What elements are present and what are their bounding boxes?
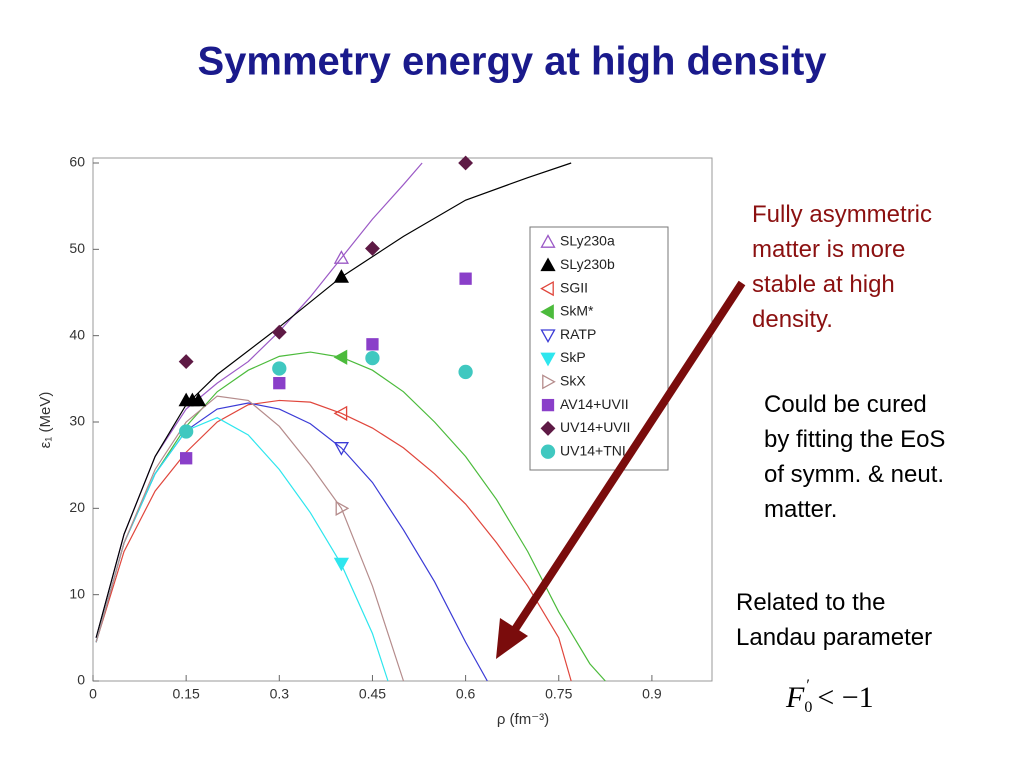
slide-title: Symmetry energy at high density: [197, 40, 827, 84]
legend-marker: [540, 257, 556, 272]
marker: [335, 500, 350, 516]
fit-curve: [95, 395, 405, 681]
note-line: by fitting the EoS: [764, 426, 945, 453]
legend-marker: [540, 444, 556, 459]
marker: [273, 376, 286, 390]
formula-sup: ′: [806, 677, 810, 694]
marker: [190, 392, 207, 407]
legend-marker: [541, 398, 555, 412]
fit-curve: [95, 399, 572, 681]
note-line: stable at high: [752, 271, 895, 298]
marker: [333, 405, 348, 421]
y-tick-label: 10: [69, 585, 85, 601]
y-tick-label: 0: [77, 672, 85, 688]
note: Related to the Landau parameter: [736, 589, 932, 651]
formula: F0 ′ < −1: [785, 677, 874, 716]
note-line: matter is more: [752, 236, 905, 263]
y-tick-label: 40: [69, 326, 85, 342]
marker: [459, 272, 472, 285]
formula-base: F: [785, 681, 805, 714]
y-tick-label: 50: [69, 240, 85, 256]
fit-curve: [95, 417, 389, 681]
note-line: Landau parameter: [736, 624, 932, 651]
marker: [272, 361, 287, 376]
marker: [178, 354, 194, 369]
x-axis-label: ρ (fm⁻³): [497, 711, 549, 728]
arrow-shaft: [508, 280, 746, 637]
x-tick-label: 0: [89, 686, 97, 702]
marker: [178, 424, 194, 439]
marker: [365, 350, 380, 366]
marker: [333, 250, 350, 264]
legend-label: AV14+UVII: [560, 396, 629, 412]
x-tick-label: 0.6: [456, 686, 476, 702]
legend-label: RATP: [560, 326, 596, 342]
marker: [179, 452, 193, 465]
legend-marker: [542, 374, 556, 390]
legend-label: SLy230a: [560, 233, 615, 249]
note: Fully asymmetric matter is more stable a…: [752, 201, 939, 333]
legend-marker: [540, 329, 556, 344]
x-tick-label: 0.3: [270, 686, 290, 702]
marker: [458, 364, 473, 380]
marker: [333, 269, 350, 283]
note-line: of symm. & neut.: [764, 461, 944, 488]
legend-marker: [540, 352, 556, 367]
marker: [366, 338, 379, 351]
formula-rest: < −1: [810, 681, 874, 714]
y-tick-label: 20: [69, 499, 85, 515]
legend-marker: [540, 234, 556, 248]
legend-label: SkX: [560, 373, 586, 389]
marker: [365, 241, 380, 256]
y-tick-label: 30: [69, 413, 85, 429]
marker: [333, 349, 348, 365]
note-line: matter.: [764, 496, 837, 523]
formula-sub: 0: [804, 699, 812, 716]
y-tick-label: 60: [69, 154, 85, 170]
legend-marker: [540, 420, 556, 436]
arrow-head: [496, 618, 528, 659]
legend-label: SLy230b: [560, 256, 615, 272]
marker: [458, 155, 474, 171]
legend-label: SkP: [560, 349, 586, 365]
x-tick-label: 0.9: [642, 686, 662, 702]
marker: [333, 442, 350, 456]
note-line: density.: [752, 306, 833, 333]
legend-label: UV14+TNI: [560, 442, 626, 458]
legend-marker: [540, 304, 554, 320]
x-tick-label: 0.15: [173, 686, 200, 702]
note-line: Could be cured: [764, 391, 927, 418]
y-axis-label: ε₁ (MeV): [37, 392, 54, 449]
note: Could be cured by fitting the EoS of sym…: [764, 391, 952, 523]
marker: [271, 324, 287, 340]
note-line: Related to the: [736, 589, 885, 616]
note-line: Fully asymmetric: [752, 201, 932, 228]
x-tick-label: 0.45: [359, 686, 386, 702]
legend-label: UV14+UVII: [560, 419, 630, 435]
legend-marker: [540, 280, 554, 297]
legend-label: SGII: [560, 279, 588, 295]
x-tick-label: 0.75: [545, 686, 572, 702]
legend-label: SkM*: [560, 303, 594, 319]
marker: [333, 557, 350, 572]
